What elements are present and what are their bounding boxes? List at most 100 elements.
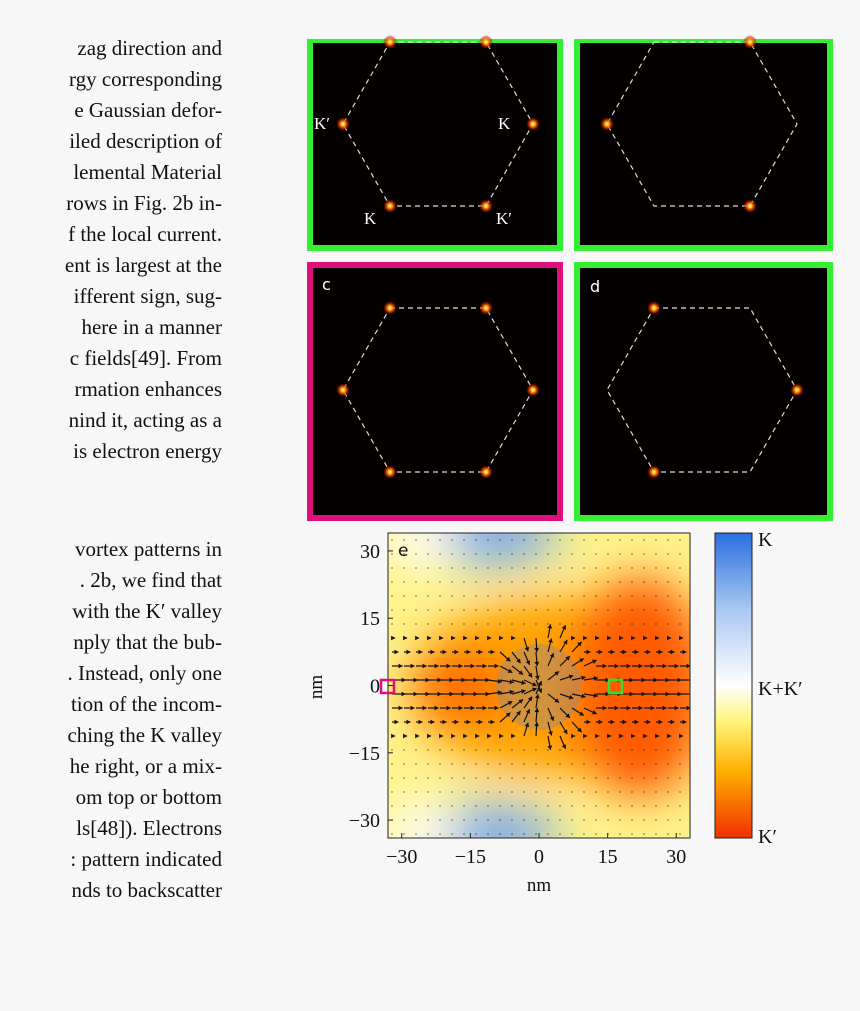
flow-dot: [679, 777, 681, 779]
flow-dot: [667, 595, 669, 597]
flow-dot: [451, 567, 453, 569]
text-line: nind it, acting as a: [69, 408, 223, 432]
flow-dot: [643, 609, 645, 611]
crop: [300, 20, 840, 39]
flow-dot: [679, 763, 681, 765]
flow-dot: [427, 805, 429, 807]
arrow-head: [415, 733, 420, 739]
flow-dot: [511, 833, 513, 835]
flow-dot: [619, 833, 621, 835]
flow-dot: [667, 833, 669, 835]
arrow-head: [430, 719, 435, 725]
arrow-head: [586, 719, 591, 725]
flow-dot: [583, 791, 585, 793]
flow-dot: [583, 819, 585, 821]
flow-dot: [499, 609, 501, 611]
flow-dot: [595, 777, 597, 779]
flow-dot: [679, 539, 681, 541]
y-tick-label: −30: [349, 810, 380, 832]
flow-dot: [619, 777, 621, 779]
arrow-head: [525, 709, 531, 714]
flow-dot: [547, 581, 549, 583]
flow-dot: [391, 595, 393, 597]
arrow-head: [451, 733, 456, 739]
flow-dot: [571, 539, 573, 541]
arrow-head: [463, 733, 468, 739]
arrow-head: [398, 663, 403, 669]
arrow-head: [583, 635, 588, 641]
flow-dot: [547, 539, 549, 541]
flow-dot: [679, 623, 681, 625]
arrow-head: [586, 649, 591, 655]
flow-dot: [535, 595, 537, 597]
flow-dot: [631, 805, 633, 807]
flow-dot: [643, 623, 645, 625]
colorbar-label: K+K′: [758, 678, 803, 700]
flow-dot: [547, 567, 549, 569]
flow-dot: [439, 763, 441, 765]
arrow-head: [427, 733, 432, 739]
arrow-head: [446, 663, 451, 669]
flow-dot: [475, 763, 477, 765]
flow-dot: [619, 567, 621, 569]
flow-dot: [631, 609, 633, 611]
colorbar: [714, 532, 753, 839]
flow-dot: [415, 567, 417, 569]
flow-dot: [427, 777, 429, 779]
arrow-head: [485, 691, 490, 697]
flow-dot: [463, 777, 465, 779]
text-line: ent is largest at the: [65, 253, 222, 277]
flow-dot: [451, 609, 453, 611]
flow-dot: [595, 763, 597, 765]
flow-dot: [667, 581, 669, 583]
flow-dot: [487, 777, 489, 779]
flow-dot: [487, 819, 489, 821]
text-column: zag direction and rgy corresponding e Gaus…: [65, 36, 223, 902]
flow-dot: [403, 749, 405, 751]
arrow-head: [643, 635, 648, 641]
flow-dot: [487, 805, 489, 807]
flow-dot: [631, 581, 633, 583]
flow-dot: [415, 539, 417, 541]
flow-dot: [619, 553, 621, 555]
arrow-head: [473, 677, 478, 683]
flow-dot: [583, 609, 585, 611]
flow-dot: [595, 595, 597, 597]
flow-dot: [415, 623, 417, 625]
arrow-head: [581, 693, 586, 699]
x-axis-label: nm: [527, 875, 552, 896]
flow-dot: [511, 567, 513, 569]
flow-dot: [415, 595, 417, 597]
flow-dot: [595, 623, 597, 625]
y-axis-label: nm: [306, 675, 327, 700]
arrow-head: [614, 705, 619, 711]
flow-dot: [643, 819, 645, 821]
flow-dot: [463, 749, 465, 751]
flow-dot: [667, 763, 669, 765]
arrow-head: [524, 646, 530, 652]
flow-dot: [511, 805, 513, 807]
flow-dot: [535, 539, 537, 541]
hexagons: [336, 35, 804, 479]
flow-dot: [463, 539, 465, 541]
flow-dot: [427, 595, 429, 597]
valley-spot: [383, 465, 397, 479]
flow-dot: [535, 581, 537, 583]
flow-dot: [451, 791, 453, 793]
flow-dot: [391, 805, 393, 807]
arrow-head: [418, 649, 423, 655]
flow-dot: [403, 833, 405, 835]
flow-dot: [451, 833, 453, 835]
arrow-head: [607, 733, 612, 739]
flow-dot: [427, 623, 429, 625]
flow-dot: [451, 819, 453, 821]
flow-dot: [595, 567, 597, 569]
arrow-head: [577, 641, 582, 647]
flow-dot: [547, 623, 549, 625]
flow-dot: [679, 749, 681, 751]
flow-dot: [427, 833, 429, 835]
flow-dot: [427, 791, 429, 793]
valley-spot: [600, 117, 614, 131]
arrow-head: [478, 719, 483, 725]
flow-dot: [475, 567, 477, 569]
